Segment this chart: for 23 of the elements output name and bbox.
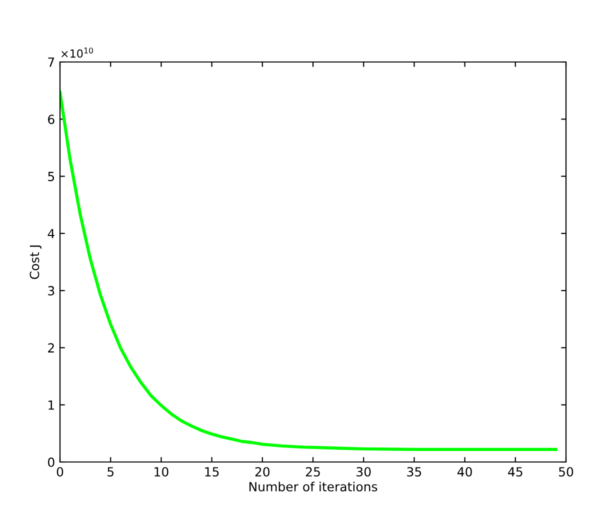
x-tick-label: 35 (407, 467, 422, 477)
x-tick-label: 40 (457, 467, 472, 477)
line-series (60, 90, 558, 451)
x-tick-label: 25 (306, 467, 320, 477)
text: ×10$^{10}$ (62, 48, 93, 58)
x-axis-title: Number of iterations (249, 482, 378, 492)
y-tick-label: 2 (48, 343, 54, 352)
x-tick-label: 45 (508, 467, 522, 477)
y-tick-label: 3 (48, 286, 54, 296)
y-tick-label: 7 (48, 58, 54, 67)
y-tick-label: 6 (48, 114, 54, 124)
y-tick-label: 0 (48, 457, 54, 467)
x-tick-label: 15 (205, 467, 219, 477)
x-tick-label: 0 (56, 467, 64, 477)
x-tick-label: 5 (108, 467, 114, 477)
y-tick-label: 5 (48, 172, 54, 182)
x-tick-label: 50 (559, 467, 574, 477)
y-axis-title: Cost J (30, 246, 42, 280)
y-tick-label: 1 (48, 400, 54, 410)
x-tick-label: 30 (356, 467, 371, 477)
y-tick-label: 4 (48, 229, 54, 238)
x-tick-label: 20 (255, 467, 270, 477)
x-tick-label: 10 (154, 467, 168, 477)
